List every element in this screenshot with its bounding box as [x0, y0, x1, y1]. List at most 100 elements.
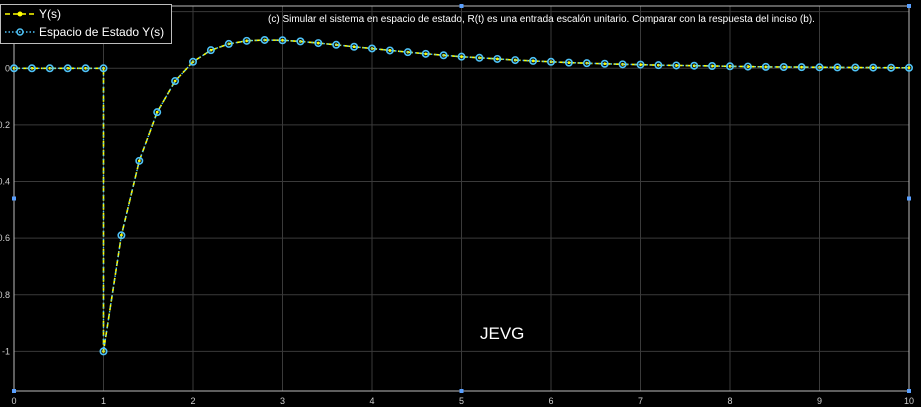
ys-point [155, 110, 159, 114]
x-tick-labels: 0 1 2 3 4 5 6 7 8 9 10 [11, 396, 914, 406]
resize-handle[interactable] [12, 389, 16, 393]
x-tick-label: 7 [638, 396, 643, 406]
state-space-point [708, 62, 717, 71]
series-ys-line [14, 39, 910, 352]
legend-label-state-space: Espacio de Estado Y(s) [39, 25, 165, 39]
state-space-point [529, 56, 538, 65]
ys-point [764, 65, 768, 69]
state-space-point [887, 63, 896, 72]
state-space-point [385, 46, 394, 55]
state-space-point [600, 59, 609, 68]
resize-handle[interactable] [459, 4, 464, 8]
state-space-point [725, 62, 734, 71]
state-space-point [636, 60, 645, 69]
resize-handle[interactable] [907, 4, 911, 8]
ys-point [531, 59, 535, 63]
state-space-point [135, 156, 144, 165]
x-tick-label: 1 [101, 396, 106, 406]
ys-point [871, 66, 875, 69]
state-space-point [779, 63, 788, 72]
state-space-point [350, 42, 359, 51]
chart-title: (c) Simular el sistema en espacio de est… [268, 14, 815, 25]
series-state-space [10, 35, 913, 356]
state-space-point [224, 39, 233, 48]
state-space-point [511, 56, 520, 65]
y-tick-label: 0.8 [0, 290, 10, 300]
state-space-point [421, 49, 430, 58]
x-tick-label: 10 [904, 396, 914, 406]
state-space-point [171, 77, 180, 86]
state-space-point [475, 53, 484, 62]
resize-handle[interactable] [12, 196, 16, 201]
x-tick-label: 4 [369, 396, 374, 406]
legend-entry-ys: Y(s) [1, 5, 171, 23]
state-space-point [99, 64, 108, 73]
state-space-point [564, 58, 573, 67]
y-tick-label: 0.2 [0, 120, 10, 130]
state-space-point [403, 48, 412, 57]
legend-swatch-ys [5, 11, 35, 17]
state-space-point [690, 61, 699, 70]
state-space-point [457, 52, 466, 61]
state-space-point [546, 57, 555, 66]
state-space-point [439, 51, 448, 60]
state-space-point [797, 63, 806, 72]
x-tick-label: 9 [817, 396, 822, 406]
series-state-space-line [14, 39, 910, 352]
y-tick-label: 0.6 [0, 233, 10, 243]
ys-point [137, 159, 141, 163]
state-space-point [654, 61, 663, 70]
state-space-point [332, 40, 341, 49]
state-space-point [833, 63, 842, 72]
x-tick-label: 2 [190, 396, 195, 406]
state-space-point [278, 36, 287, 45]
state-space-point [761, 62, 770, 71]
x-tick-label: 5 [459, 396, 464, 406]
ys-point [460, 55, 463, 59]
state-space-point [296, 37, 305, 46]
legend-entry-state-space: Espacio de Estado Y(s) [1, 23, 171, 41]
state-space-point [869, 63, 878, 72]
state-space-point [189, 57, 198, 66]
resize-handle[interactable] [907, 196, 911, 201]
state-space-point [153, 108, 162, 117]
ys-point [836, 66, 839, 69]
resize-handle[interactable] [907, 389, 911, 393]
state-space-point [904, 63, 913, 72]
x-tick-label: 3 [280, 396, 285, 406]
legend-swatch-state-space [5, 28, 35, 36]
watermark-text: JEVG [480, 324, 525, 343]
ys-point [495, 57, 499, 61]
x-tick-label: 6 [548, 396, 553, 406]
state-space-point [63, 64, 72, 73]
state-space-point [99, 347, 108, 356]
ys-point [316, 41, 320, 45]
y-tick-label: -1 [2, 346, 10, 356]
state-space-point [618, 60, 627, 69]
y-tick-labels: 0.200.20.40.60.8-1 [0, 7, 10, 357]
legend[interactable]: Y(s) Espacio de Estado Y(s) [0, 4, 172, 44]
ys-point [352, 45, 356, 49]
ys-point [245, 39, 249, 43]
state-space-point [582, 59, 591, 68]
state-space-point [815, 63, 824, 72]
state-space-point [314, 39, 323, 48]
y-tick-label: 0.4 [0, 177, 10, 187]
legend-label-ys: Y(s) [39, 7, 61, 21]
state-space-point [117, 231, 126, 240]
ys-point [388, 49, 392, 52]
state-space-point [672, 61, 681, 70]
state-space-point [367, 44, 376, 53]
state-space-point [81, 64, 90, 73]
state-space-point [743, 62, 752, 71]
state-space-point [260, 35, 269, 44]
state-space-point [206, 46, 215, 55]
state-space-point [10, 64, 19, 73]
ys-point [424, 52, 428, 56]
resize-handle[interactable] [459, 389, 464, 393]
ys-point [281, 38, 284, 42]
ys-point [567, 61, 571, 65]
ys-point [907, 66, 911, 70]
y-tick-label: 0 [5, 63, 10, 73]
